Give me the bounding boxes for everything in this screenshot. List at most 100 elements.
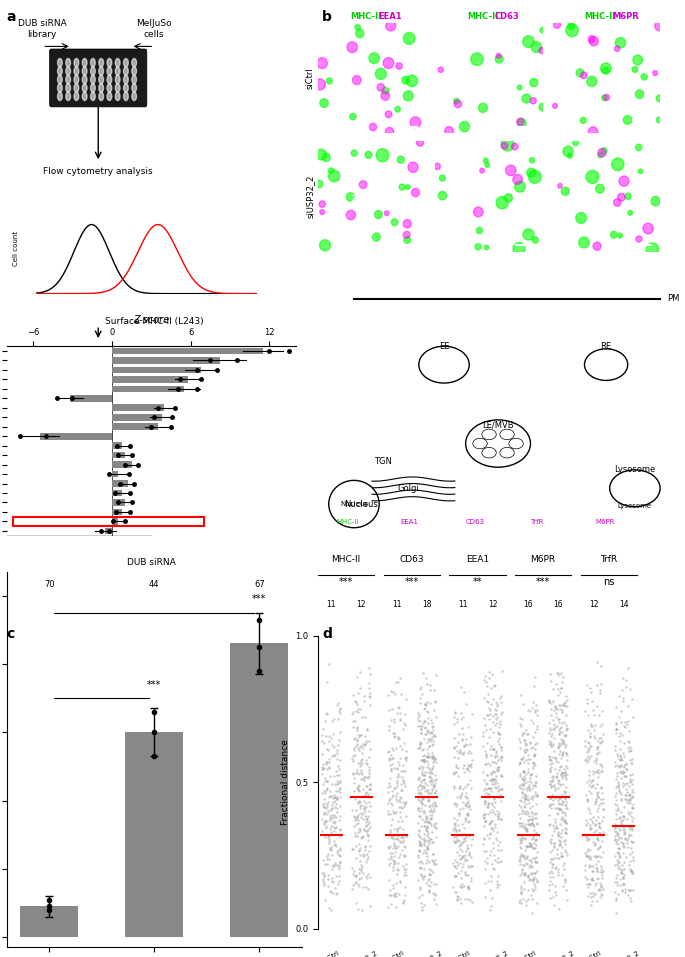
Point — [491, 746, 502, 761]
Point — [627, 788, 638, 803]
Point — [421, 677, 432, 692]
Point — [355, 727, 366, 743]
Point — [549, 897, 560, 912]
Point — [558, 804, 569, 819]
Point — [627, 756, 638, 771]
Point — [493, 878, 504, 893]
Point — [521, 848, 532, 863]
Circle shape — [580, 72, 587, 78]
Point — [327, 861, 338, 877]
Point — [460, 867, 471, 882]
Point — [556, 767, 566, 782]
Point — [617, 857, 628, 873]
Point — [398, 896, 409, 911]
Point — [319, 815, 329, 831]
Point — [364, 690, 375, 705]
Point — [386, 829, 397, 844]
Point — [399, 764, 410, 779]
Point — [356, 863, 366, 879]
Point — [357, 752, 368, 768]
Point — [609, 884, 620, 900]
Point — [457, 834, 468, 849]
Point — [351, 868, 362, 883]
Point — [552, 712, 563, 727]
Point — [320, 801, 331, 816]
Point — [625, 790, 636, 806]
Point — [548, 889, 559, 904]
Point — [545, 763, 556, 778]
Point — [583, 888, 594, 903]
Point — [479, 832, 490, 847]
Point — [416, 679, 427, 695]
Point — [352, 741, 363, 756]
Point — [514, 815, 525, 831]
Point — [529, 881, 540, 897]
Point — [321, 849, 332, 864]
Point — [519, 787, 530, 802]
Point — [559, 834, 570, 849]
Point — [461, 812, 472, 827]
Point — [624, 822, 635, 837]
Point — [580, 812, 591, 828]
Point — [555, 680, 566, 696]
Circle shape — [612, 158, 624, 170]
Point — [612, 836, 623, 852]
Point — [349, 775, 360, 790]
Point — [553, 681, 564, 697]
Point — [414, 778, 425, 793]
Point — [425, 712, 436, 727]
Point — [426, 725, 437, 741]
Point — [385, 856, 396, 871]
Point — [561, 847, 572, 862]
Point — [626, 822, 637, 837]
Point — [545, 869, 556, 884]
Point — [319, 795, 329, 811]
Point — [329, 880, 340, 896]
Point — [560, 765, 571, 780]
Point — [520, 799, 531, 814]
Point — [597, 871, 608, 886]
Point — [416, 900, 427, 915]
Circle shape — [316, 180, 323, 188]
Point — [492, 879, 503, 895]
Point — [488, 805, 499, 820]
Point — [453, 822, 464, 837]
Point — [618, 775, 629, 790]
Point — [560, 689, 571, 704]
Point — [458, 761, 469, 776]
Point — [531, 815, 542, 831]
Point — [451, 868, 462, 883]
Point — [561, 825, 572, 840]
Point — [484, 780, 495, 795]
Point — [456, 879, 467, 894]
Point — [479, 890, 490, 905]
Point — [527, 806, 538, 821]
Point — [482, 786, 493, 801]
Point — [625, 863, 636, 879]
Point — [613, 778, 624, 793]
Bar — [7, 517, 296, 525]
Point — [321, 821, 332, 836]
Point — [597, 844, 608, 859]
Point — [484, 702, 495, 718]
Point — [321, 755, 332, 770]
Point — [549, 835, 560, 851]
Point — [419, 731, 429, 746]
Point — [593, 833, 603, 848]
Point — [332, 737, 343, 752]
Point — [593, 842, 603, 857]
Point — [612, 798, 623, 813]
Point — [422, 813, 433, 829]
Point — [561, 746, 572, 761]
Point — [590, 717, 601, 732]
Point — [530, 774, 540, 790]
Point — [384, 824, 395, 839]
Point — [419, 837, 429, 853]
Point — [623, 819, 634, 835]
Point — [325, 811, 336, 826]
Point — [457, 843, 468, 858]
Circle shape — [132, 92, 136, 100]
Point — [481, 813, 492, 829]
Point — [318, 776, 329, 791]
Point — [550, 709, 561, 724]
